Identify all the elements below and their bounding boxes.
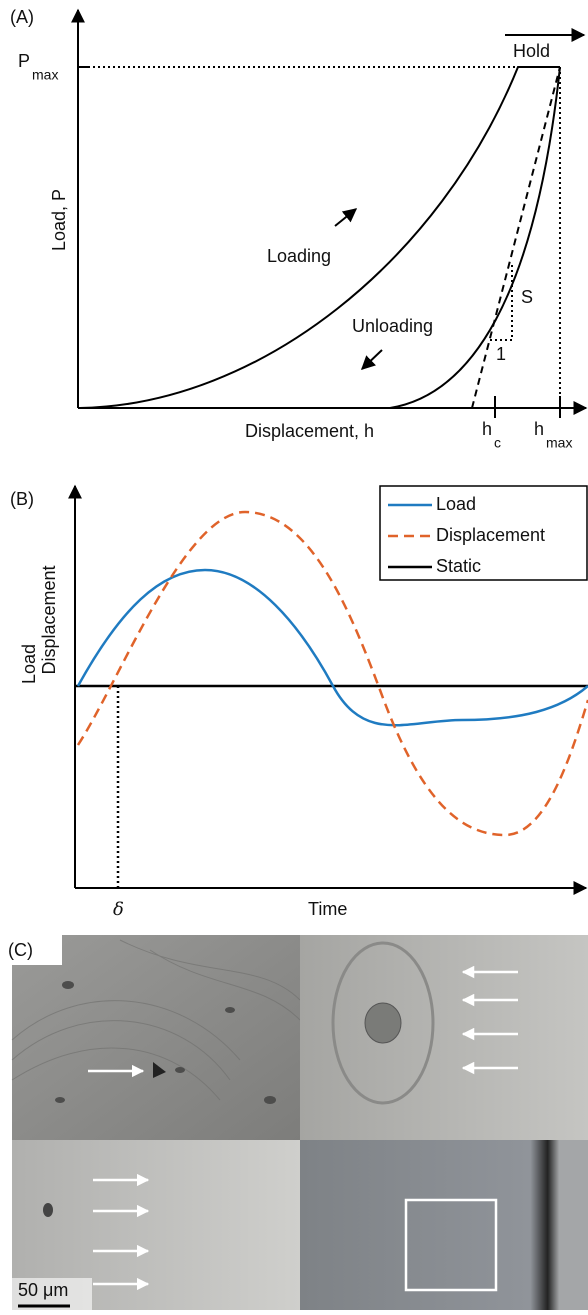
panel-label: (A) [10,7,34,27]
scale-label: 50 μm [18,1280,68,1300]
lacunae [55,981,276,1104]
panel-b: (B) δ Time Load Displacement Load Displa… [10,484,588,920]
indent-box [404,1198,498,1292]
panel-c: (C) 50 μm [0,935,588,1313]
y-axis-label: Load [19,644,39,684]
x-axis-label: Displacement, h [245,421,374,441]
panel-label: (B) [10,489,34,509]
osteon-canal [364,1002,402,1044]
panel-label: (C) [8,940,33,960]
hmax-subscript: max [546,435,572,451]
delta-label: δ [113,899,124,920]
legend-label: Static [436,556,481,576]
osteon [331,941,435,1105]
slope-label: S [521,287,533,307]
lamellae [11,939,301,1101]
loading-arrow [334,208,358,227]
hmax-symbol: h [534,419,544,439]
legend-label: Load [436,494,476,514]
micrograph [300,935,588,1140]
legend [379,485,588,581]
loading-curve [79,66,560,409]
hold-label: Hold [513,41,550,61]
legend-label: Displacement [436,525,545,545]
tangent-line [471,66,561,409]
lacuna [43,1203,53,1217]
displacement-curve [76,510,588,837]
hc-subscript: c [494,435,501,451]
x-axis-label: Time [308,899,347,919]
label-box [0,935,62,965]
unloading-label: Unloading [352,316,433,336]
unit-label: 1 [496,344,506,364]
micrograph [300,1140,588,1310]
y-axis-label: Displacement [39,565,59,674]
micrograph [12,935,300,1140]
unloading-arrow [360,349,383,370]
panel-a: (A) P max Hold S 1 Loading Unloading Loa… [10,7,588,451]
y-axis-label: Load, P [49,189,69,251]
slope-triangle [490,265,513,341]
pmax-symbol: P [18,51,30,71]
arrows [88,965,518,1291]
unloading-curve [389,66,561,409]
load-curve [76,568,588,727]
hc-symbol: h [482,419,492,439]
pmax-subscript: max [32,67,58,83]
loading-label: Loading [267,246,331,266]
